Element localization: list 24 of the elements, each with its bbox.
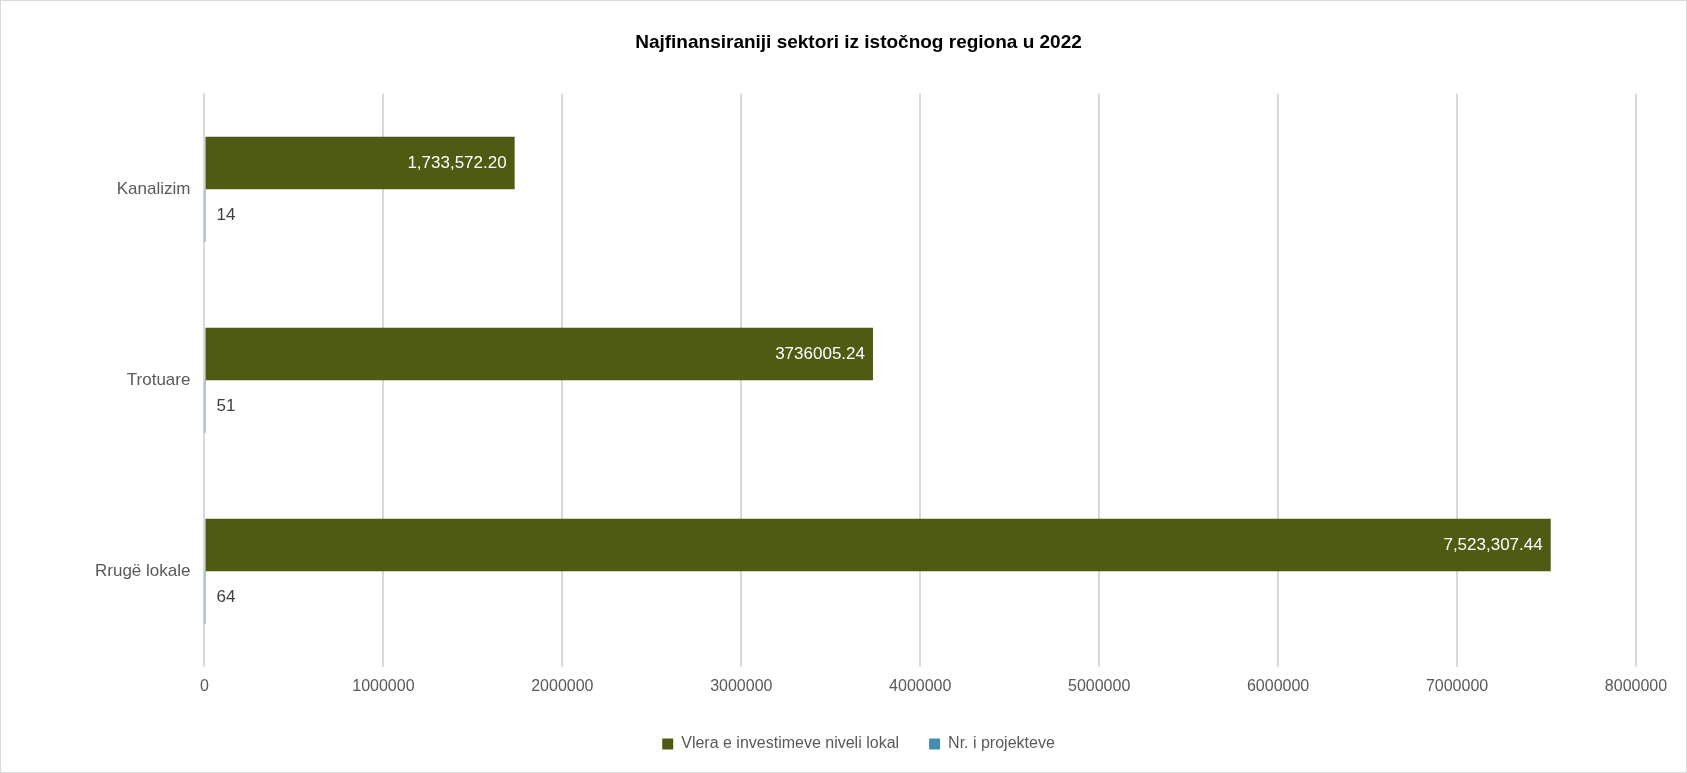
bar [205, 327, 873, 381]
y-tick-label: Rrugë lokale [94, 560, 191, 580]
data-label: 7,523,307.44 [1443, 534, 1543, 554]
y-tick-label: Kanalizim [116, 178, 191, 198]
data-label: 64 [216, 587, 236, 607]
x-tick-label: 2000000 [531, 676, 594, 694]
data-label: 14 [216, 205, 236, 225]
legend-label: Nr. i projekteve [948, 734, 1055, 752]
chart-title: Najfinansiraniji sektori iz istočnog regiona u 2022 [635, 30, 1082, 52]
data-label: 3736005.24 [775, 343, 865, 363]
x-tick-label: 7000000 [1425, 676, 1489, 694]
x-tick-label: 8000000 [1604, 676, 1668, 694]
x-tick-label: 6000000 [1246, 676, 1310, 694]
data-label: 1,733,572.20 [407, 152, 507, 172]
legend-label: Vlera e investimeve niveli lokal [681, 734, 900, 752]
x-tick-label: 1000000 [352, 676, 415, 694]
y-tick-label: Trotuare [126, 369, 191, 389]
data-label: 51 [216, 396, 236, 416]
x-tick-label: 3000000 [710, 676, 773, 694]
x-tick-label: 5000000 [1068, 676, 1131, 694]
x-tick-label: 0 [199, 676, 209, 694]
bar [205, 136, 515, 190]
bar [205, 518, 1551, 572]
x-tick-label: 4000000 [889, 676, 952, 694]
